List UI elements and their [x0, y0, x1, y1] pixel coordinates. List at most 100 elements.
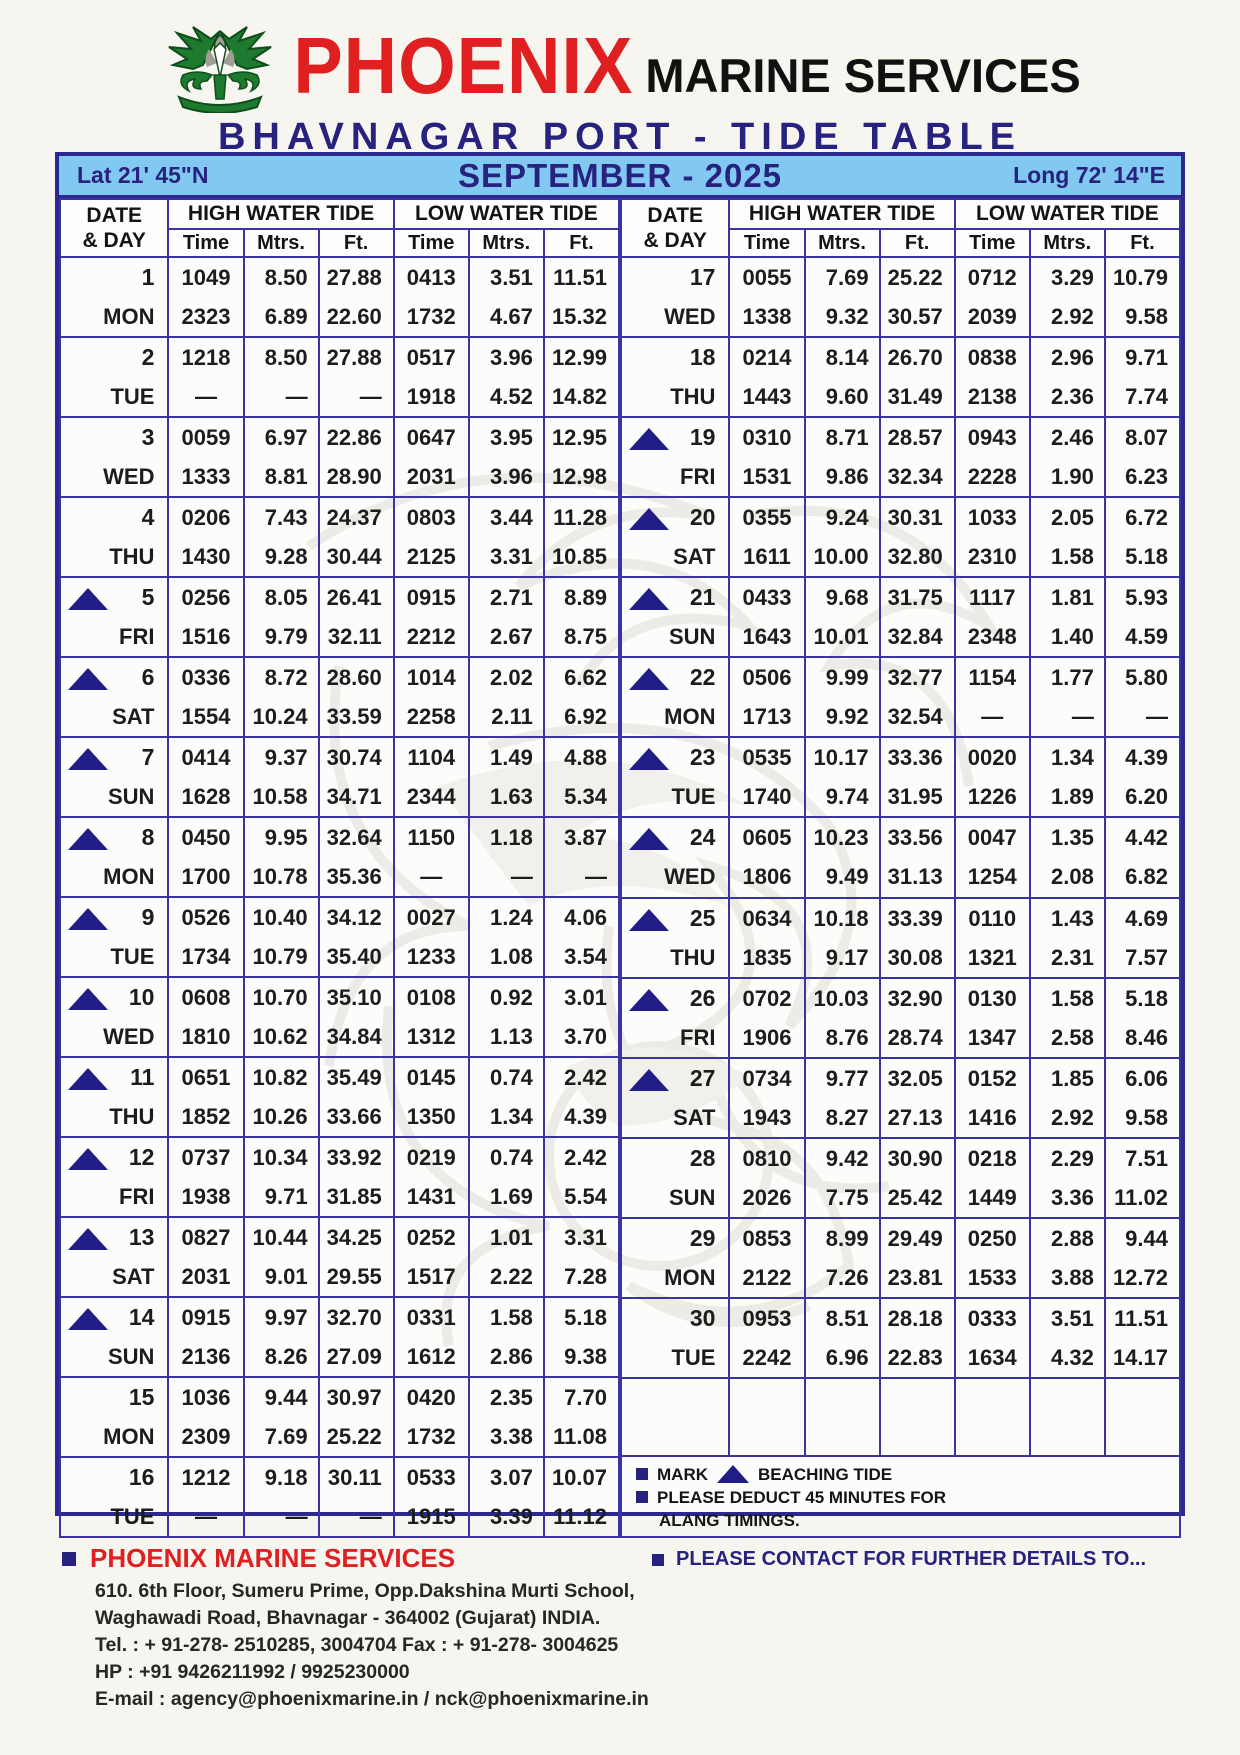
high-ft-cell: 22.86 28.90	[317, 416, 395, 498]
high-time-cell: 0810 2026	[728, 1136, 806, 1219]
date-day-cell: 20 SAT	[619, 496, 731, 579]
low-time-cell: 0647 2031	[392, 416, 470, 498]
high-mtrs-cell: 10.17 9.74	[803, 736, 881, 819]
tide-day-row: 19 FRI 0310 1531 8.71 9.86 28.57 32.34 0943 2228 2…	[619, 416, 1182, 499]
tide-day-row: 16 TUE 1212—9.18—30.11—0533 1915 3.07 3.39 10.…	[58, 1456, 621, 1538]
high-mtrs-cell: 10.70 10.62	[242, 976, 320, 1058]
beaching-tide-icon	[68, 588, 108, 610]
tide-day-row: 20 SAT 0355 1611 9.24 10.00 30.31 32.80 1033 2310…	[619, 496, 1182, 579]
high-mtrs-cell: 7.69 9.32	[803, 255, 881, 339]
high-ft-cell: 30.31 32.80	[878, 496, 956, 579]
low-ft-cell: 4.42 6.82	[1103, 816, 1182, 899]
low-ft-cell: 4.88 5.34	[542, 736, 621, 818]
deduct-note-line1: PLEASE DEDUCT 45 MINUTES FOR	[636, 1486, 1173, 1509]
high-time-cell: 0055 1338	[728, 255, 806, 339]
low-ft-cell: 4.39 6.20	[1103, 736, 1182, 819]
low-ft-cell: 9.71 7.74	[1103, 336, 1182, 419]
high-time-cell: 0953 2242	[728, 1296, 806, 1379]
low-ft-cell: 11.51 14.17	[1103, 1296, 1182, 1379]
tide-day-row: 7 SUN 0414 1628 9.37 10.58 30.74 34.71 1104 2344 1…	[58, 736, 621, 818]
phoenix-eagle-logo-icon	[168, 26, 272, 113]
high-time-cell: 0651 1852	[167, 1056, 245, 1138]
tide-day-row: 15 MON 1036 2309 9.44 7.69 30.97 25.22 0420 1732 2…	[58, 1376, 621, 1458]
low-ft-cell: 11.28 10.85	[542, 496, 621, 578]
low-ft-cell: 5.18 8.46	[1103, 976, 1182, 1059]
tide-day-row: 24 WED 0605 1806 10.23 9.49 33.56 31.13 0047 1254…	[619, 816, 1182, 899]
high-time-cell: 0535 1740	[728, 736, 806, 819]
date-day-cell: 12 FRI	[58, 1136, 170, 1218]
low-time-cell: 0517 1918	[392, 336, 470, 418]
mtrs-header: Mtrs.	[242, 228, 320, 258]
beaching-tide-icon	[629, 988, 669, 1011]
date-day-cell: 13 SAT	[58, 1216, 170, 1298]
low-time-cell: 1033 2310	[953, 496, 1031, 579]
empty-cell	[953, 1376, 1031, 1457]
date-day-cell: 3 WED	[58, 416, 170, 498]
high-time-cell: 0853 2122	[728, 1216, 806, 1299]
high-time-cell: 0608 1810	[167, 976, 245, 1058]
square-bullet-icon	[636, 1468, 648, 1481]
empty-cell	[1028, 1376, 1106, 1457]
high-ft-cell: 24.37 30.44	[317, 496, 395, 578]
high-time-cell: 1036 2309	[167, 1376, 245, 1458]
square-bullet-icon	[636, 1491, 648, 1504]
high-ft-cell: 28.60 33.59	[317, 656, 395, 738]
low-mtrs-cell: 0.74 1.34	[467, 1056, 545, 1138]
high-ft-cell: 34.12 35.40	[317, 896, 395, 978]
high-mtrs-cell: 8.50—	[242, 336, 320, 418]
low-ft-cell: 7.70 11.08	[542, 1376, 621, 1458]
high-time-cell: 0450 1700	[167, 816, 245, 898]
low-ft-cell: 5.18 9.38	[542, 1296, 621, 1378]
low-ft-cell: 4.69 7.57	[1103, 896, 1182, 979]
low-mtrs-cell: 1.18—	[467, 816, 545, 898]
tide-day-row: 30 TUE 0953 2242 8.51 6.96 28.18 22.83 0333 1634 3…	[619, 1296, 1182, 1379]
low-ft-cell: 11.51 15.32	[542, 256, 621, 338]
square-bullet-icon	[62, 1551, 76, 1566]
empty-row	[619, 1376, 1182, 1457]
high-time-cell: 0526 1734	[167, 896, 245, 978]
tide-day-row: 5 FRI 0256 1516 8.05 9.79 26.41 32.11 0915 2212 2.…	[58, 576, 621, 658]
high-time-cell: 0214 1443	[728, 336, 806, 419]
header: PHOENIX MARINE SERVICES BHAVNAGAR PORT -…	[0, 18, 1240, 159]
empty-cell	[728, 1376, 806, 1457]
high-mtrs-cell: 10.03 8.76	[803, 976, 881, 1059]
high-mtrs-cell: 10.40 10.79	[242, 896, 320, 978]
low-time-cell: 0130 1347	[953, 976, 1031, 1059]
low-time-cell: 0027 1233	[392, 896, 470, 978]
high-mtrs-cell: 9.97 8.26	[242, 1296, 320, 1378]
notes-cell: MARK BEACHING TIDE PLEASE DEDUCT 45 MINUTE…	[620, 1454, 1181, 1539]
high-ft-cell: 25.22 30.57	[878, 255, 956, 339]
low-ft-cell: 3.01 3.70	[542, 976, 621, 1058]
high-mtrs-cell: 9.68 10.01	[803, 576, 881, 659]
date-day-cell: 16 TUE	[58, 1456, 170, 1538]
high-mtrs-cell: 9.99 9.92	[803, 656, 881, 739]
tide-day-row: 25 THU 0634 1835 10.18 9.17 33.39 30.08 0110 1321…	[619, 896, 1182, 979]
low-ft-cell: 6.62 6.92	[542, 656, 621, 738]
high-ft-cell: 35.10 34.84	[317, 976, 395, 1058]
high-ft-cell: 32.64 35.36	[317, 816, 395, 898]
date-day-cell: 26 FRI	[619, 976, 731, 1059]
beaching-tide-icon	[68, 1308, 108, 1330]
high-mtrs-cell: 6.97 8.81	[242, 416, 320, 498]
tide-day-row: 9 TUE 0526 1734 10.40 10.79 34.12 35.40 0027 1233…	[58, 896, 621, 978]
date-day-cell: 17 WED	[619, 255, 731, 339]
time-header: Time	[167, 228, 245, 258]
table-title-band: Lat 21' 45"N SEPTEMBER - 2025 Long 72' 1…	[59, 156, 1181, 198]
beaching-tide-icon	[629, 1068, 669, 1091]
date-day-cell: 22 MON	[619, 656, 731, 739]
high-time-cell: 0433 1643	[728, 576, 806, 659]
high-mtrs-cell: 9.77 8.27	[803, 1056, 881, 1139]
high-time-cell: 0827 2031	[167, 1216, 245, 1298]
date-day-cell: 9 TUE	[58, 896, 170, 978]
tide-day-row: 21 SUN 0433 1643 9.68 10.01 31.75 32.84 1117 2348…	[619, 576, 1182, 659]
low-ft-cell: 6.72 5.18	[1103, 496, 1182, 579]
low-ft-cell: 6.06 9.58	[1103, 1056, 1182, 1139]
date-day-cell: 21 SUN	[619, 576, 731, 659]
low-mtrs-cell: 2.05 1.58	[1028, 496, 1106, 579]
beaching-tide-icon	[68, 988, 108, 1010]
low-ft-cell: 8.89 8.75	[542, 576, 621, 658]
low-mtrs-cell: 0.74 1.69	[467, 1136, 545, 1218]
low-ft-cell: 12.99 14.82	[542, 336, 621, 418]
high-mtrs-cell: 10.34 9.71	[242, 1136, 320, 1218]
low-time-cell: 0712 2039	[953, 255, 1031, 339]
